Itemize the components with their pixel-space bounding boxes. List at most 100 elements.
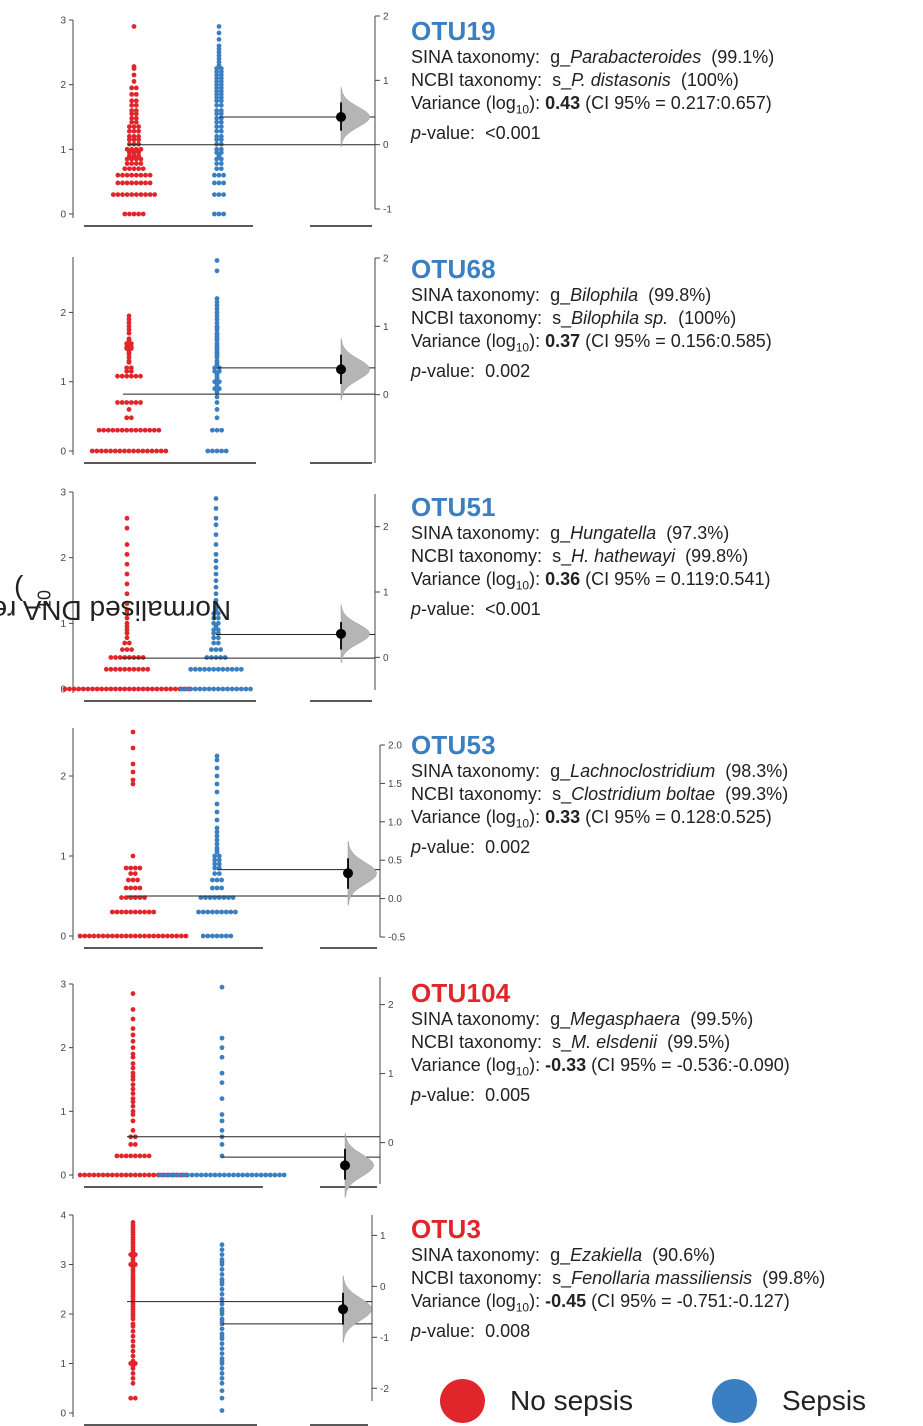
sepsis-point bbox=[219, 1346, 225, 1352]
no-sepsis-point bbox=[105, 1172, 111, 1178]
sepsis-point bbox=[214, 389, 220, 395]
no-sepsis-point bbox=[124, 415, 130, 421]
sepsis-point bbox=[216, 871, 222, 876]
sepsis-point bbox=[219, 1388, 225, 1394]
p-value: p-value: 0.002 bbox=[411, 360, 531, 381]
sepsis-point bbox=[249, 1172, 255, 1178]
no-sepsis-point bbox=[128, 1153, 134, 1159]
no-sepsis-point bbox=[138, 180, 144, 186]
no-sepsis-point bbox=[151, 427, 157, 433]
no-sepsis-point bbox=[138, 192, 144, 198]
no-sepsis-point bbox=[135, 877, 141, 883]
no-sepsis-point bbox=[114, 909, 120, 915]
sepsis-point bbox=[213, 655, 219, 660]
no-sepsis-point bbox=[85, 686, 91, 692]
no-sepsis-point bbox=[119, 895, 124, 900]
panel-info-otu104: OTU104 SINA taxonomy: g_Megasphaera (99.… bbox=[411, 978, 921, 1107]
sepsis-point bbox=[219, 1331, 225, 1337]
no-sepsis-point bbox=[130, 1007, 136, 1012]
p-value: p-value: 0.002 bbox=[411, 836, 531, 857]
sepsis-point bbox=[210, 933, 215, 939]
no-sepsis-point bbox=[126, 323, 132, 329]
sepsis-point bbox=[171, 1172, 177, 1178]
no-sepsis-point bbox=[163, 448, 169, 454]
sepsis-point bbox=[281, 1172, 287, 1178]
no-sepsis-point bbox=[77, 1172, 83, 1178]
sepsis-point bbox=[214, 773, 220, 779]
no-sepsis-point bbox=[137, 909, 143, 915]
no-sepsis-point bbox=[140, 666, 146, 672]
panel-otu53-effect-point bbox=[343, 868, 353, 879]
sepsis-point bbox=[216, 180, 222, 186]
no-sepsis-point bbox=[155, 933, 161, 939]
sepsis-point bbox=[231, 1172, 236, 1178]
sepsis-point bbox=[215, 635, 221, 641]
sepsis-point bbox=[214, 789, 220, 795]
no-sepsis-point bbox=[133, 192, 139, 198]
sepsis-point bbox=[219, 1306, 225, 1312]
sepsis-point bbox=[214, 809, 220, 815]
no-sepsis-point bbox=[146, 933, 152, 939]
sepsis-point bbox=[200, 933, 206, 939]
no-sepsis-point bbox=[128, 1395, 134, 1401]
no-sepsis-point bbox=[146, 1153, 152, 1159]
right-tick-label: 1 bbox=[383, 76, 389, 87]
no-sepsis-point bbox=[129, 161, 135, 166]
no-sepsis-point bbox=[124, 581, 130, 587]
no-sepsis-point bbox=[131, 128, 137, 134]
right-tick-label: 2 bbox=[383, 522, 389, 533]
sepsis-point bbox=[228, 933, 234, 939]
sepsis-point bbox=[235, 1172, 241, 1178]
no-sepsis-point bbox=[149, 448, 155, 454]
sepsis-point bbox=[206, 686, 212, 692]
no-sepsis-point bbox=[124, 611, 130, 616]
left-tick-label: 3 bbox=[60, 16, 66, 27]
sepsis-point bbox=[202, 666, 207, 672]
no-sepsis-point bbox=[130, 1065, 136, 1071]
ncbi-taxonomy: NCBI taxonomy: s_Fenollaria massiliensis… bbox=[411, 1268, 826, 1288]
no-sepsis-point bbox=[143, 180, 148, 186]
sepsis-point bbox=[214, 299, 220, 305]
ncbi-taxonomy: NCBI taxonomy: s_M. elsdenii (99.5%) bbox=[411, 1032, 731, 1052]
no-sepsis-point bbox=[136, 141, 142, 147]
sepsis-point bbox=[212, 871, 218, 876]
no-sepsis-point bbox=[109, 1172, 115, 1178]
no-sepsis-point bbox=[137, 885, 143, 891]
no-sepsis-point bbox=[131, 134, 137, 139]
sepsis-point bbox=[212, 368, 218, 374]
legend: No sepsis Sepsis bbox=[440, 1379, 920, 1423]
no-sepsis-point bbox=[145, 448, 150, 454]
sepsis-point bbox=[219, 1112, 225, 1117]
sepsis-point bbox=[219, 1395, 225, 1401]
sepsis-point bbox=[214, 310, 220, 315]
sepsis-point bbox=[219, 1380, 225, 1386]
sepsis-swatch bbox=[712, 1379, 757, 1423]
no-sepsis-point bbox=[119, 1172, 124, 1178]
no-sepsis-point bbox=[124, 365, 130, 371]
sepsis-point bbox=[219, 1096, 225, 1101]
no-sepsis-point bbox=[130, 1016, 136, 1022]
otu-title: OTU104 bbox=[411, 978, 511, 1008]
no-sepsis-point bbox=[151, 933, 157, 939]
sepsis-point bbox=[218, 166, 224, 172]
sepsis-point bbox=[216, 368, 222, 374]
sepsis-point bbox=[209, 655, 214, 660]
no-sepsis-point bbox=[108, 666, 114, 672]
sepsis-point bbox=[213, 647, 219, 652]
no-sepsis-point bbox=[129, 108, 135, 113]
no-sepsis-point bbox=[82, 933, 88, 939]
no-sepsis-point bbox=[130, 1338, 136, 1344]
no-sepsis-point bbox=[128, 865, 134, 871]
sepsis-point bbox=[218, 655, 224, 660]
variance: Variance (log10): 0.43 (CI 95% = 0.217:0… bbox=[411, 93, 772, 117]
right-tick-label: 2 bbox=[383, 12, 389, 23]
sepsis-point bbox=[219, 1316, 225, 1322]
no-sepsis-point bbox=[168, 686, 174, 692]
left-tick-label: 4 bbox=[60, 1211, 66, 1222]
sepsis-point bbox=[215, 686, 221, 692]
no-sepsis-point bbox=[129, 98, 135, 104]
sepsis-point bbox=[214, 313, 220, 319]
no-sepsis-point bbox=[131, 211, 137, 217]
no-sepsis-point bbox=[133, 400, 139, 405]
sepsis-point bbox=[219, 1128, 225, 1133]
